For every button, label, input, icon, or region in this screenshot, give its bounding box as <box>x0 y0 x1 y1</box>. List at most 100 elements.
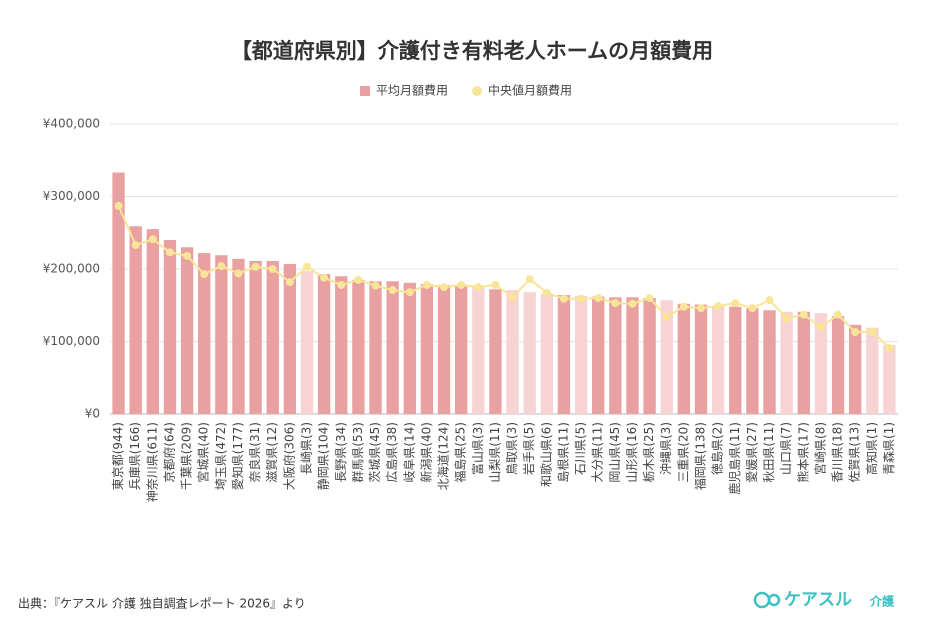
bar <box>729 306 742 414</box>
logo-icon <box>767 593 781 607</box>
x-tick-label: 愛媛県(27) <box>745 422 759 483</box>
x-tick-label: 徳島県(2) <box>710 422 725 475</box>
point <box>525 275 534 284</box>
bar <box>403 282 416 414</box>
point <box>868 327 877 336</box>
x-tick-label: 岡山県(45) <box>608 422 622 483</box>
point <box>303 262 311 271</box>
bar <box>780 311 793 414</box>
bar <box>437 284 451 414</box>
point <box>799 310 808 319</box>
x-tick-label: 茨城県(45) <box>368 422 382 483</box>
point <box>200 270 209 279</box>
bar <box>163 240 177 414</box>
x-tick-label: 神奈川県(611) <box>145 422 159 502</box>
bar <box>763 310 776 414</box>
point <box>405 288 414 297</box>
x-tick-label: 群馬県(53) <box>351 422 365 483</box>
bar <box>249 261 262 414</box>
bar <box>677 303 691 414</box>
bar <box>420 284 434 414</box>
logo-sub: 介護 <box>869 594 895 609</box>
point <box>354 275 363 284</box>
point <box>765 296 774 305</box>
y-tick-label: ¥400,000 <box>43 117 100 131</box>
point <box>645 294 654 302</box>
bar <box>215 255 228 414</box>
bar <box>626 297 639 414</box>
point <box>251 262 260 271</box>
point <box>782 314 791 323</box>
bar <box>574 295 588 414</box>
logo-text: ケアスル <box>784 590 852 610</box>
bar <box>694 304 708 414</box>
point <box>577 294 586 303</box>
x-tick-label: 宮城県(40) <box>196 422 211 483</box>
x-tick-label: 宮崎県(8) <box>812 422 827 475</box>
legend-swatch <box>472 86 483 96</box>
point <box>491 280 500 289</box>
bar <box>660 300 673 414</box>
x-tick-label: 沖縄県(3) <box>658 422 673 475</box>
point <box>748 304 757 313</box>
bar <box>609 297 622 414</box>
chart-title: 【都道府県別】介護付き有料老人ホームの月額費用 <box>231 39 713 63</box>
point <box>662 312 671 321</box>
point <box>165 248 174 257</box>
point <box>440 283 449 292</box>
x-tick-label: 静岡県(104) <box>317 422 331 490</box>
bar <box>866 327 879 414</box>
bar <box>849 324 862 414</box>
bar <box>317 274 331 414</box>
x-tick-label: 香川県(18) <box>831 422 845 483</box>
bar <box>643 298 656 414</box>
point <box>320 273 329 282</box>
point <box>679 302 688 311</box>
bar <box>489 289 502 414</box>
x-tick-label: 秋田県(11) <box>762 422 776 483</box>
point <box>131 241 140 250</box>
bar <box>472 287 485 414</box>
x-tick-label: 埼玉県(472) <box>214 422 228 490</box>
bar <box>797 311 810 414</box>
source: 出典：『ケアスル 介護 独自調査レポート 2026』より <box>18 596 306 611</box>
x-tick-label: 岩手県(5) <box>521 422 536 475</box>
bar <box>300 271 314 414</box>
x-tick-label: 奈良県(31) <box>247 422 262 483</box>
bar <box>523 292 536 414</box>
x-tick-label: 岐阜県(14) <box>402 422 416 483</box>
bar <box>557 295 571 414</box>
point <box>851 328 860 337</box>
point <box>542 288 551 297</box>
point <box>885 344 894 353</box>
point <box>371 281 380 290</box>
line <box>117 205 891 349</box>
point <box>422 280 431 289</box>
point <box>834 310 843 319</box>
bar <box>266 261 279 414</box>
bar <box>352 279 365 414</box>
point <box>611 299 620 308</box>
bar <box>112 172 125 414</box>
point <box>594 294 603 302</box>
logo-icon <box>753 591 771 609</box>
y-tick-label: ¥200,000 <box>43 262 100 276</box>
x-tick-label: 島根県(11) <box>555 422 570 483</box>
point <box>148 235 157 244</box>
bar <box>711 305 725 414</box>
x-tick-label: 三重県(20) <box>676 422 690 483</box>
point <box>559 294 568 303</box>
x-tick-label: 山形県(16) <box>625 422 639 483</box>
x-tick-label: 長崎県(3) <box>300 422 314 475</box>
bar <box>198 253 211 414</box>
point <box>714 301 723 310</box>
y-tick-label: ¥300,000 <box>43 189 100 203</box>
point <box>816 323 825 331</box>
x-tick-label: 大分県(11) <box>591 422 605 483</box>
x-tick-label: 京都府(64) <box>161 422 176 483</box>
bar <box>831 316 845 414</box>
bar <box>592 296 605 414</box>
x-tick-label: 大阪府(306) <box>281 422 296 490</box>
x-tick-label: 和歌山県(6) <box>538 422 553 487</box>
x-tick-label: 青森県(1) <box>881 422 896 475</box>
